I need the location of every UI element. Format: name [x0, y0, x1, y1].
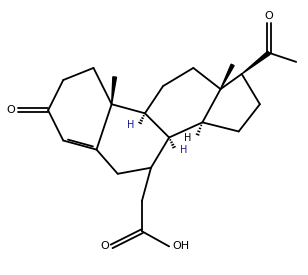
Polygon shape [242, 51, 270, 74]
Text: H: H [180, 145, 187, 155]
Text: O: O [100, 241, 109, 251]
Text: O: O [265, 11, 273, 21]
Text: OH: OH [172, 241, 189, 251]
Polygon shape [221, 64, 234, 89]
Polygon shape [112, 77, 116, 104]
Text: H: H [127, 120, 134, 130]
Text: H: H [184, 133, 192, 142]
Text: O: O [6, 105, 15, 115]
